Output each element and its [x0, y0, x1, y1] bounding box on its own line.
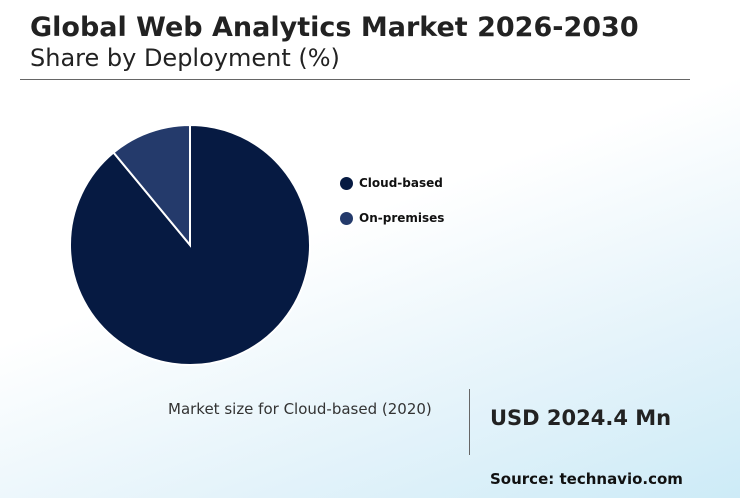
legend-swatch-on-premises-icon: [340, 211, 353, 225]
chart-subtitle: Share by Deployment (%): [30, 44, 340, 72]
legend-item-cloud-based: Cloud-based: [340, 173, 444, 193]
market-size-value: USD 2024.4 Mn: [490, 406, 672, 430]
chart-title: Global Web Analytics Market 2026-2030: [30, 12, 639, 43]
legend: Cloud-based On-premises: [340, 173, 444, 243]
legend-label-cloud-based: Cloud-based: [359, 176, 443, 190]
footer-divider: [469, 389, 470, 455]
pie-slice-on-premises: [112, 123, 191, 248]
legend-item-on-premises: On-premises: [340, 208, 444, 228]
legend-swatch-cloud-based-icon: [340, 176, 353, 190]
source-credit: Source: technavio.com: [490, 470, 683, 488]
market-size-label: Market size for Cloud-based (2020): [168, 400, 432, 418]
legend-label-on-premises: On-premises: [359, 211, 445, 225]
title-divider: [20, 79, 690, 80]
